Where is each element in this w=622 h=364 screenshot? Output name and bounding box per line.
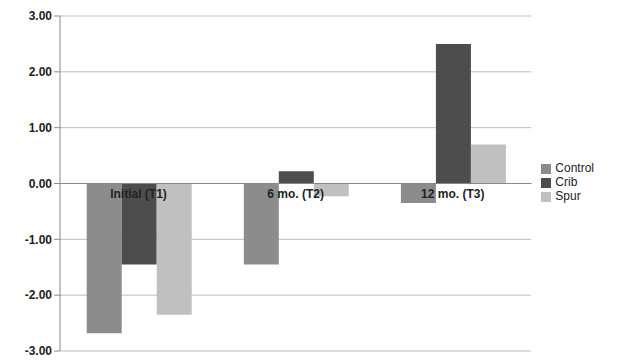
svg-text:Initial (T1): Initial (T1)	[110, 187, 167, 201]
html-text:Spur: Spur	[555, 189, 581, 203]
html-text:Control: Control	[555, 161, 594, 175]
svg-text:-1.00: -1.00	[25, 233, 53, 247]
html-text:Crib: Crib	[555, 175, 578, 189]
svg-text:1.00: 1.00	[29, 121, 53, 135]
svg-text:0.00: 0.00	[29, 177, 53, 191]
svg-text:12 mo. (T3): 12 mo. (T3)	[421, 187, 484, 201]
svg-text:-3.00: -3.00	[25, 344, 53, 356]
svg-text:2.00: 2.00	[29, 65, 53, 79]
svg-text:-2.00: -2.00	[25, 288, 53, 302]
svg-text:6 mo. (T2): 6 mo. (T2)	[267, 187, 324, 201]
svg-text:3.00: 3.00	[29, 9, 53, 23]
